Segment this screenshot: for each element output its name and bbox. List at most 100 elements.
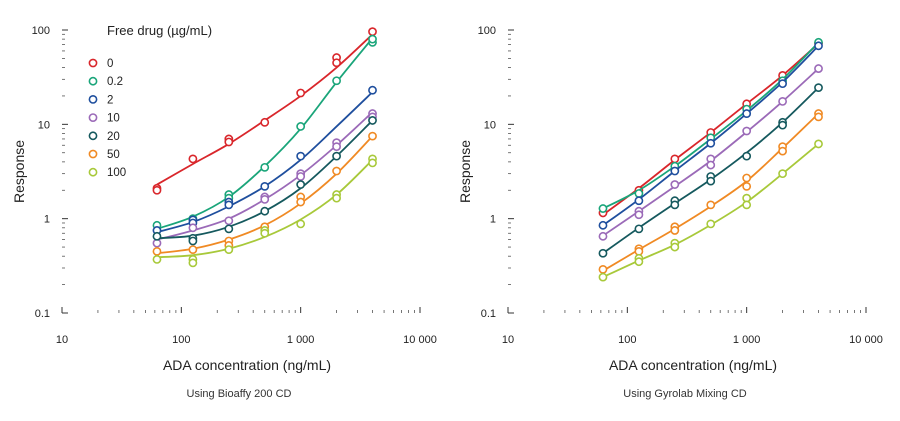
- data-point: [670, 226, 680, 235]
- x-tick-label: 10: [502, 334, 514, 346]
- legend-label: 10: [107, 113, 120, 125]
- data-point: [368, 158, 377, 168]
- x-tick-label: 100: [172, 334, 190, 346]
- data-point: [742, 109, 752, 118]
- legend-label: 2: [107, 94, 113, 106]
- legend-marker: [88, 76, 98, 86]
- data-point: [706, 138, 716, 148]
- data-point: [224, 137, 234, 147]
- data-point: [778, 79, 787, 89]
- data-point: [188, 245, 198, 254]
- legend-marker: [88, 113, 98, 122]
- series-0: [152, 27, 377, 195]
- y-tick-label: 0.1: [35, 308, 50, 320]
- x-axis-title: ADA concentration (ng/mL): [609, 357, 777, 373]
- data-point: [706, 200, 716, 210]
- data-point: [742, 181, 752, 191]
- data-point: [634, 224, 644, 234]
- data-point: [670, 180, 680, 189]
- data-point: [670, 242, 680, 252]
- legend-title: Free drug (µg/mL): [107, 23, 212, 38]
- legend-label: 50: [107, 149, 120, 161]
- data-point: [368, 85, 377, 95]
- y-tick-label: 100: [478, 25, 496, 37]
- data-point: [332, 142, 341, 152]
- data-point: [742, 173, 752, 183]
- series-20: [598, 83, 823, 258]
- data-point: [670, 200, 680, 210]
- data-point: [814, 64, 823, 73]
- x-axis-title: ADA concentration (ng/mL): [163, 357, 331, 373]
- legend-marker: [88, 95, 98, 104]
- data-point: [742, 200, 752, 210]
- data-point: [634, 189, 644, 198]
- legend: Free drug (µg/mL) 0 0.2 2 10 20 50 100: [88, 23, 212, 179]
- x-tick-label: 10 000: [849, 334, 883, 346]
- data-point: [778, 169, 787, 179]
- data-point: [670, 166, 680, 176]
- data-point: [598, 204, 608, 213]
- legend-marker: [88, 131, 98, 141]
- series-0: [598, 39, 823, 218]
- data-point: [778, 146, 787, 156]
- data-point: [224, 200, 234, 210]
- data-point: [634, 257, 644, 267]
- legend-label: 0: [107, 58, 113, 70]
- series-2: [598, 41, 823, 230]
- chart-caption: Using Gyrolab Mixing CD: [623, 388, 747, 400]
- y-tick-label: 10: [484, 119, 496, 131]
- data-point: [296, 88, 306, 98]
- series-50: [598, 109, 823, 274]
- data-point: [152, 231, 162, 241]
- data-point: [260, 162, 270, 172]
- legend-marker: [88, 58, 98, 68]
- data-point: [260, 228, 270, 238]
- data-point: [368, 34, 377, 44]
- legend-marker: [88, 167, 98, 177]
- data-point: [814, 83, 823, 93]
- data-point: [332, 151, 341, 161]
- series-20: [152, 116, 377, 246]
- data-point: [224, 245, 234, 254]
- y-tick-label: 100: [32, 25, 50, 37]
- y-tick-label: 1: [490, 214, 496, 226]
- chart-caption: Using Bioaffy 200 CD: [187, 388, 292, 400]
- data-point: [188, 223, 198, 233]
- data-point: [368, 131, 377, 141]
- x-tick-label: 100: [618, 334, 636, 346]
- x-tick-label: 10: [56, 334, 68, 346]
- data-point: [706, 219, 716, 229]
- data-point: [332, 166, 341, 176]
- data-point: [598, 264, 608, 274]
- data-point: [296, 122, 306, 131]
- right-panel: 10 100 1 000 10 000 0.1 1 10 100 ADA concentrati…: [457, 25, 883, 400]
- data-point: [296, 151, 306, 161]
- data-point: [296, 172, 306, 181]
- series-100: [152, 154, 377, 268]
- data-point: [188, 258, 198, 268]
- data-point: [598, 231, 608, 241]
- data-point: [332, 58, 341, 68]
- data-point: [332, 76, 341, 86]
- y-tick-label: 0.1: [481, 308, 496, 320]
- data-point: [598, 272, 608, 282]
- legend-marker: [88, 149, 98, 159]
- x-tick-label: 1 000: [287, 334, 315, 346]
- data-point: [778, 120, 787, 130]
- data-point: [598, 220, 608, 230]
- y-axis-title: Response: [11, 140, 27, 203]
- series-100: [598, 139, 823, 282]
- data-point: [188, 236, 198, 246]
- data-point: [778, 97, 787, 106]
- data-point: [814, 112, 823, 122]
- data-point: [332, 193, 341, 203]
- data-point: [814, 139, 823, 149]
- data-point: [368, 116, 377, 125]
- data-point: [296, 180, 306, 189]
- y-tick-label: 10: [38, 119, 50, 131]
- data-point: [814, 41, 823, 51]
- data-point: [742, 126, 752, 136]
- data-point: [296, 219, 306, 229]
